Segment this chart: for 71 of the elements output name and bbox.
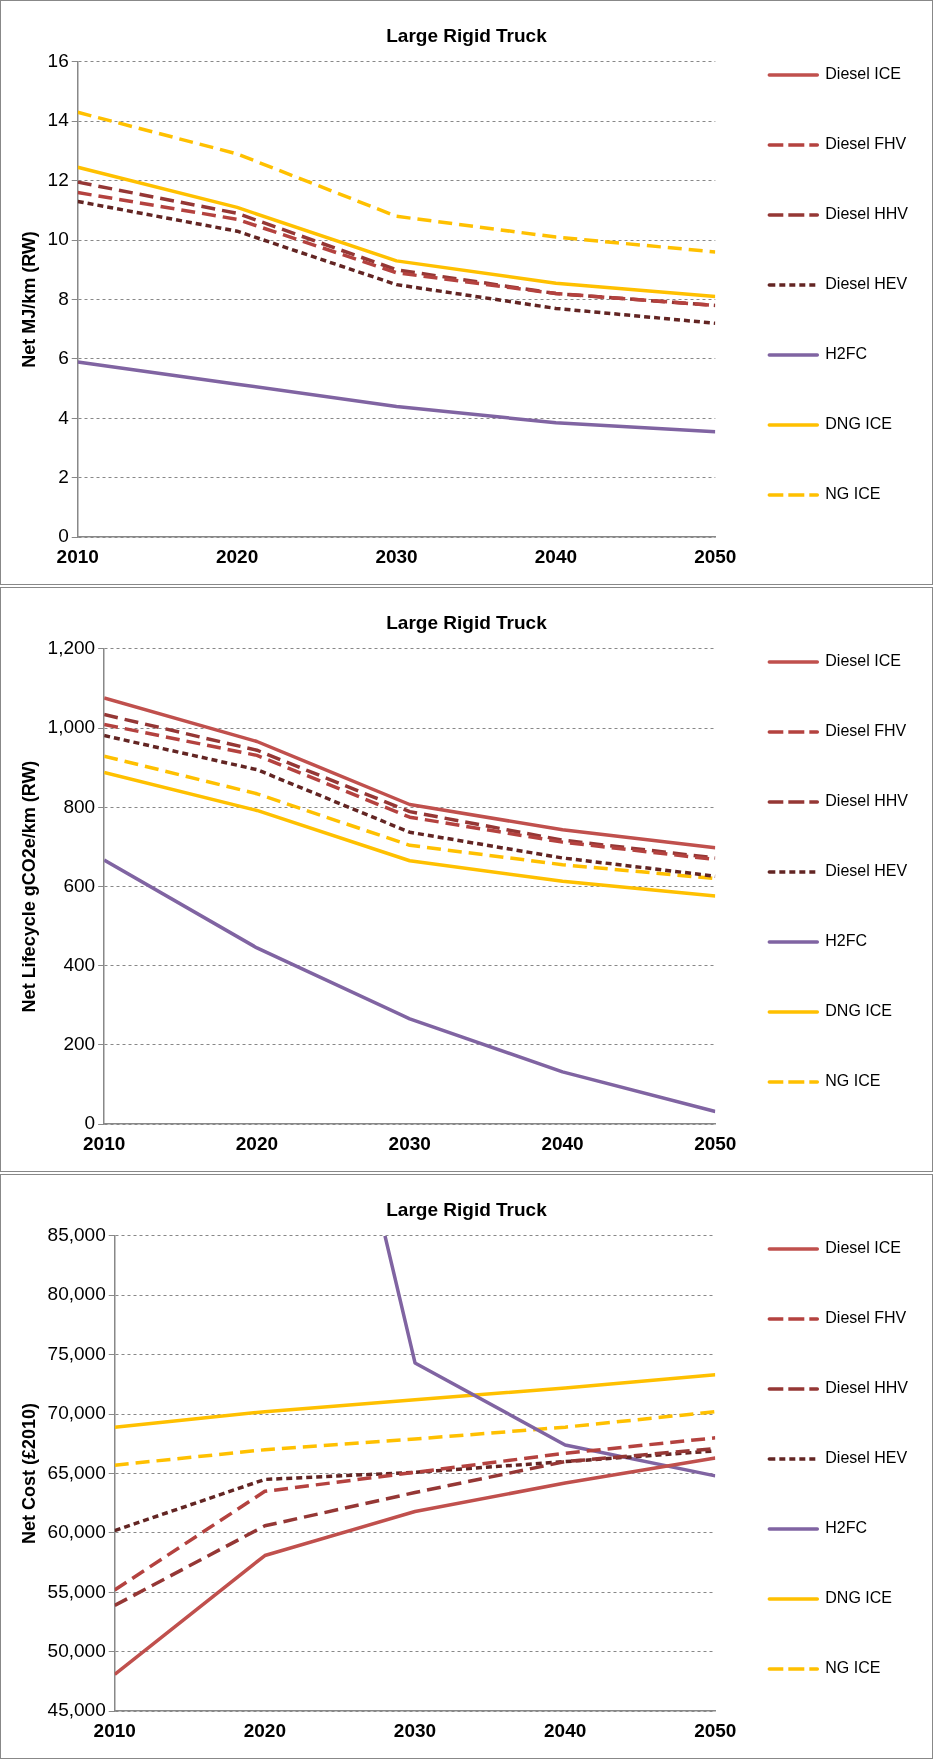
- y-tick-label: 10: [47, 228, 69, 250]
- y-tick-label: 65,000: [47, 1461, 106, 1483]
- y-tick-label: 70,000: [47, 1402, 106, 1424]
- y-tick-label: 80,000: [47, 1283, 106, 1305]
- y-tick-label: 8: [58, 287, 69, 309]
- x-tick-label: 2020: [243, 1719, 286, 1741]
- y-tick-label: 1,200: [47, 637, 96, 659]
- line-series: [77, 110, 716, 254]
- x-tick-label: 2030: [388, 1132, 431, 1154]
- y-tick-label: 0: [84, 1112, 96, 1134]
- x-tick-label: 2050: [694, 1132, 737, 1154]
- legend-label: Diesel HHV: [825, 792, 909, 810]
- line-series: [114, 1436, 716, 1592]
- legend-label: Diesel ICE: [825, 1239, 901, 1257]
- x-tick-label: 2010: [93, 1719, 136, 1741]
- chart-title: Large Rigid Truck: [386, 24, 548, 46]
- y-axis-title: Net MJ/km (RW): [18, 231, 39, 368]
- line-series: [114, 1409, 716, 1467]
- legend-label: Diesel FHV: [825, 135, 907, 153]
- y-tick-label: 2: [58, 466, 69, 488]
- line-series: [77, 199, 716, 326]
- y-tick-label: 4: [58, 406, 70, 428]
- legend-label: NG ICE: [825, 1659, 881, 1677]
- legend-label: Diesel FHV: [825, 1309, 907, 1327]
- legend-label: H2FC: [825, 345, 868, 363]
- chart-title: Large Rigid Truck: [386, 611, 548, 633]
- y-axis-title: Net Cost (£2010): [18, 1402, 39, 1545]
- y-tick-label: 12: [47, 168, 69, 190]
- legend-label: H2FC: [825, 1519, 868, 1537]
- x-tick-label: 2050: [694, 1719, 737, 1741]
- x-tick-label: 2030: [375, 545, 418, 567]
- y-tick-label: 1,000: [47, 716, 96, 738]
- legend-label: Diesel ICE: [825, 652, 901, 670]
- y-tick-label: 16: [47, 50, 69, 72]
- x-tick-label: 2040: [541, 1132, 584, 1154]
- y-tick-label: 6: [58, 347, 69, 369]
- legend-label: DNG ICE: [825, 1002, 892, 1020]
- x-tick-label: 2010: [56, 545, 99, 567]
- y-tick-label: 45,000: [47, 1699, 106, 1721]
- legend-label: NG ICE: [825, 1072, 881, 1090]
- y-tick-label: 14: [47, 109, 70, 131]
- y-tick-label: 55,000: [47, 1580, 106, 1602]
- x-tick-label: 2050: [694, 545, 737, 567]
- x-tick-label: 2040: [544, 1719, 587, 1741]
- legend-label: Diesel HHV: [825, 1379, 909, 1397]
- x-tick-label: 2020: [235, 1132, 279, 1154]
- y-tick-label: 75,000: [47, 1342, 106, 1364]
- x-tick-label: 2010: [83, 1132, 126, 1154]
- legend-label: NG ICE: [825, 485, 881, 503]
- y-tick-label: 0: [58, 525, 69, 547]
- y-tick-label: 600: [63, 874, 96, 896]
- legend-label: Diesel HHV: [825, 205, 909, 223]
- x-tick-label: 2030: [393, 1719, 437, 1741]
- chart-title: Large Rigid Truck: [386, 1198, 548, 1220]
- y-tick-label: 800: [63, 795, 96, 817]
- y-tick-label: 200: [63, 1033, 96, 1055]
- x-tick-label: 2020: [215, 545, 259, 567]
- legend-label: Diesel HEV: [825, 862, 908, 880]
- legend-label: H2FC: [825, 932, 868, 950]
- legend-label: Diesel HEV: [825, 275, 908, 293]
- legend-label: DNG ICE: [825, 1589, 892, 1607]
- legend-label: Diesel HEV: [825, 1449, 908, 1467]
- y-tick-label: 60,000: [47, 1521, 106, 1543]
- legend-label: DNG ICE: [825, 415, 892, 433]
- y-tick-label: 50,000: [47, 1640, 106, 1662]
- y-tick-label: 400: [63, 953, 96, 975]
- legend-label: Diesel ICE: [825, 65, 901, 83]
- legend-label: Diesel FHV: [825, 722, 907, 740]
- y-axis-title: Net Lifecycle gCO2e/km (RW): [18, 760, 39, 1013]
- y-tick-label: 85,000: [47, 1224, 106, 1246]
- x-tick-label: 2040: [534, 545, 578, 567]
